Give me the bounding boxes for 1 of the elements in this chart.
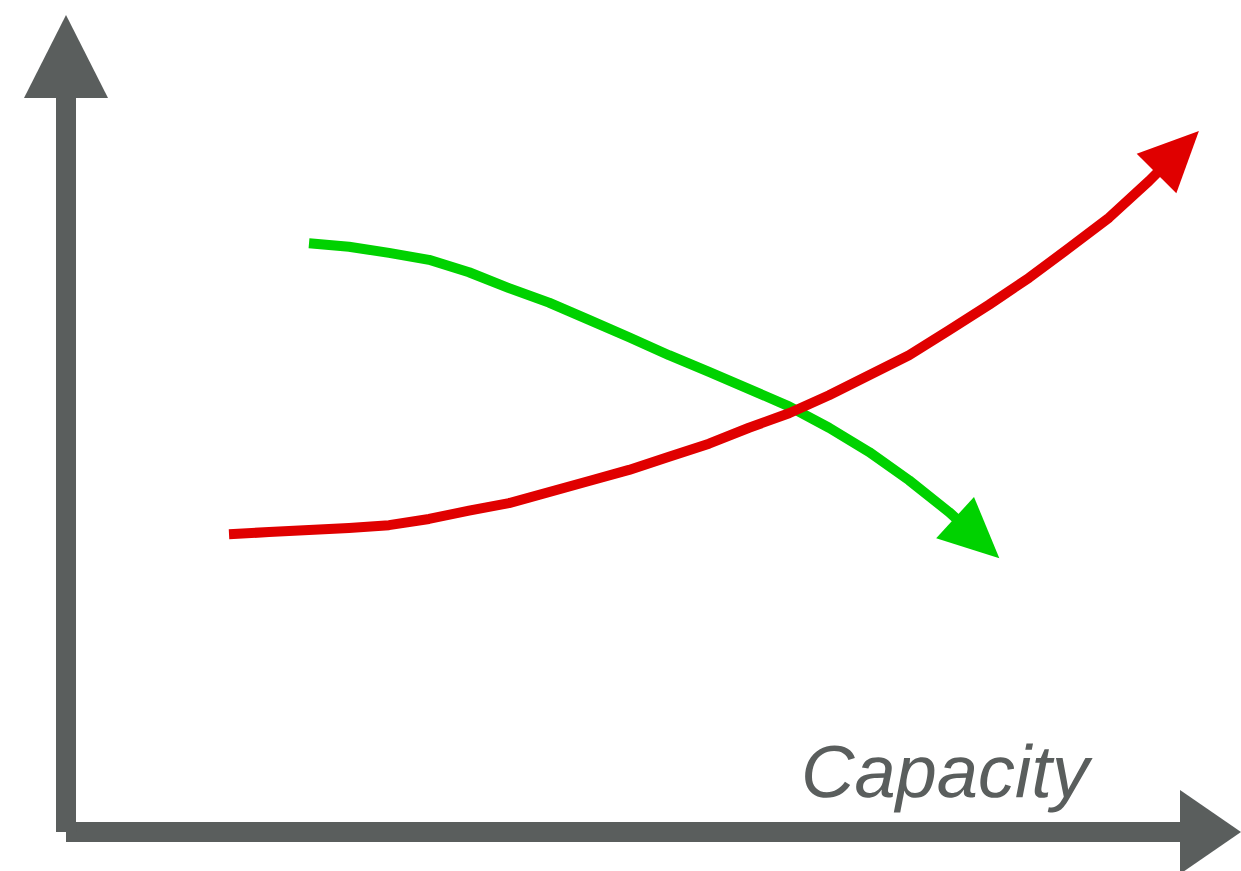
- annotation: Capacity: [805, 743, 1093, 813]
